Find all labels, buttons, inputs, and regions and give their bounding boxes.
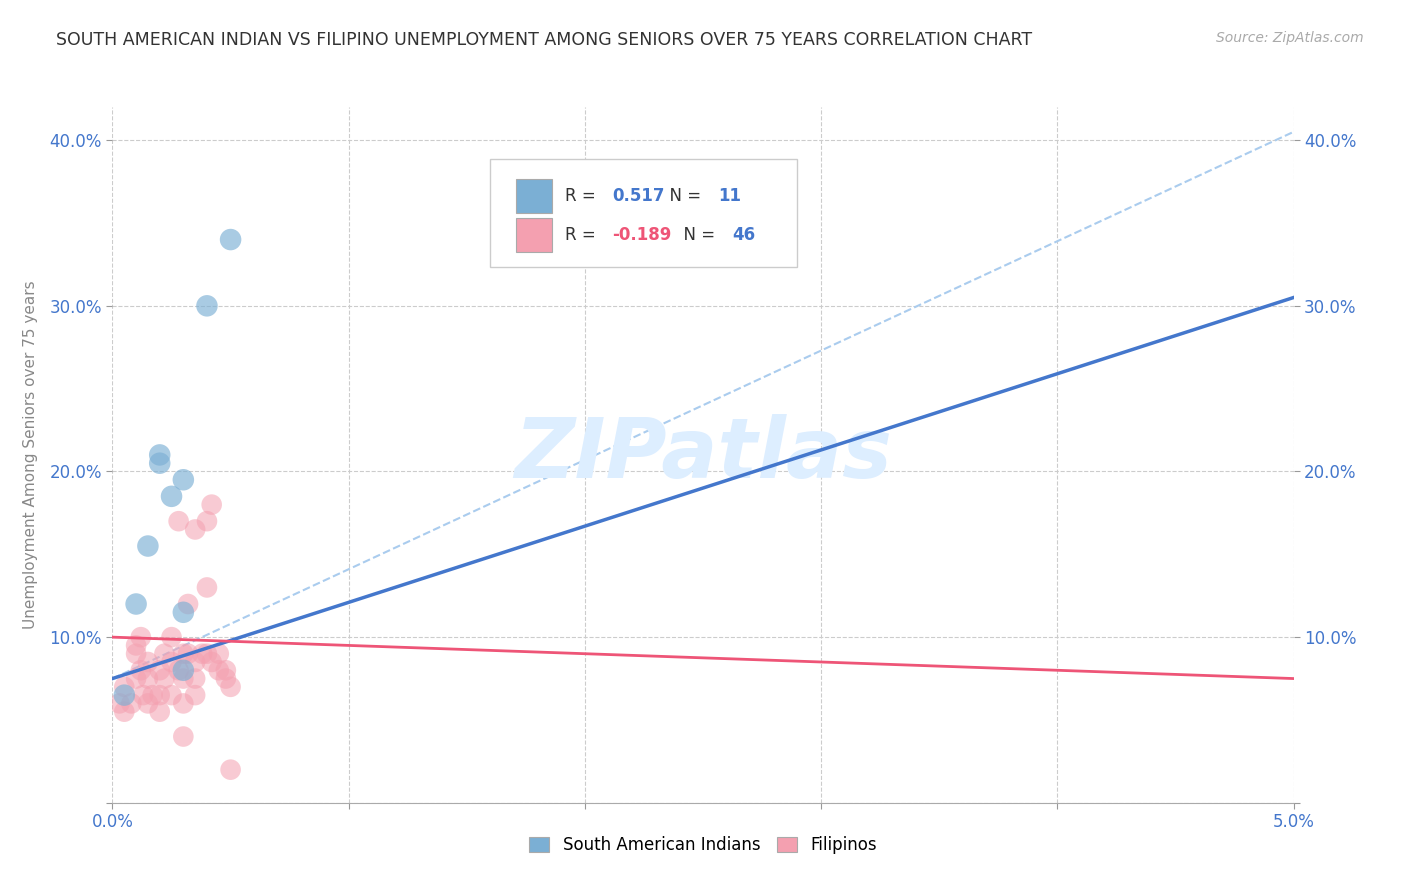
Point	[195, 299, 218, 313]
Point	[129, 663, 152, 677]
Point	[136, 697, 159, 711]
Point	[136, 539, 159, 553]
Point	[184, 655, 207, 669]
Text: N =: N =	[659, 187, 707, 205]
Point	[201, 498, 224, 512]
Point	[120, 697, 142, 711]
Point	[112, 680, 135, 694]
Point	[167, 663, 190, 677]
Point	[149, 705, 172, 719]
Point	[195, 647, 218, 661]
Point	[201, 655, 224, 669]
Point	[208, 647, 231, 661]
Text: SOUTH AMERICAN INDIAN VS FILIPINO UNEMPLOYMENT AMONG SENIORS OVER 75 YEARS CORRE: SOUTH AMERICAN INDIAN VS FILIPINO UNEMPL…	[56, 31, 1032, 49]
Point	[184, 523, 207, 537]
Point	[172, 672, 194, 686]
Text: N =: N =	[673, 226, 721, 244]
Point	[149, 448, 172, 462]
Point	[184, 672, 207, 686]
Point	[149, 456, 172, 470]
Text: 11: 11	[718, 187, 741, 205]
Y-axis label: Unemployment Among Seniors over 75 years: Unemployment Among Seniors over 75 years	[24, 281, 38, 629]
Point	[208, 663, 231, 677]
Point	[149, 663, 172, 677]
Point	[125, 647, 148, 661]
Point	[125, 672, 148, 686]
Point	[172, 473, 194, 487]
Point	[136, 672, 159, 686]
Point	[160, 489, 183, 503]
Point	[149, 688, 172, 702]
Point	[153, 647, 176, 661]
Point	[215, 672, 238, 686]
Point	[195, 581, 218, 595]
Text: R =: R =	[565, 187, 600, 205]
Point	[160, 688, 183, 702]
Bar	[516, 219, 551, 252]
Legend: South American Indians, Filipinos: South American Indians, Filipinos	[523, 830, 883, 861]
Point	[195, 514, 218, 528]
Point	[177, 647, 200, 661]
Point	[172, 697, 194, 711]
Point	[108, 697, 131, 711]
Point	[219, 233, 242, 247]
Point	[167, 514, 190, 528]
Text: Source: ZipAtlas.com: Source: ZipAtlas.com	[1216, 31, 1364, 45]
Point	[112, 705, 135, 719]
Point	[160, 655, 183, 669]
FancyBboxPatch shape	[491, 159, 797, 267]
Point	[191, 647, 214, 661]
Point	[132, 688, 155, 702]
Text: ZIPatlas: ZIPatlas	[515, 415, 891, 495]
Text: 0.517: 0.517	[612, 187, 665, 205]
Point	[177, 597, 200, 611]
Point	[112, 688, 135, 702]
Point	[184, 688, 207, 702]
Point	[125, 639, 148, 653]
Point	[172, 605, 194, 619]
Point	[160, 630, 183, 644]
Point	[142, 688, 165, 702]
Point	[172, 647, 194, 661]
Text: R =: R =	[565, 226, 600, 244]
Point	[172, 663, 194, 677]
Point	[125, 597, 148, 611]
Text: 46: 46	[733, 226, 755, 244]
Text: -0.189: -0.189	[612, 226, 672, 244]
Point	[215, 663, 238, 677]
Bar	[516, 179, 551, 213]
Point	[172, 730, 194, 744]
Point	[153, 672, 176, 686]
Point	[219, 680, 242, 694]
Point	[129, 630, 152, 644]
Point	[219, 763, 242, 777]
Point	[136, 655, 159, 669]
